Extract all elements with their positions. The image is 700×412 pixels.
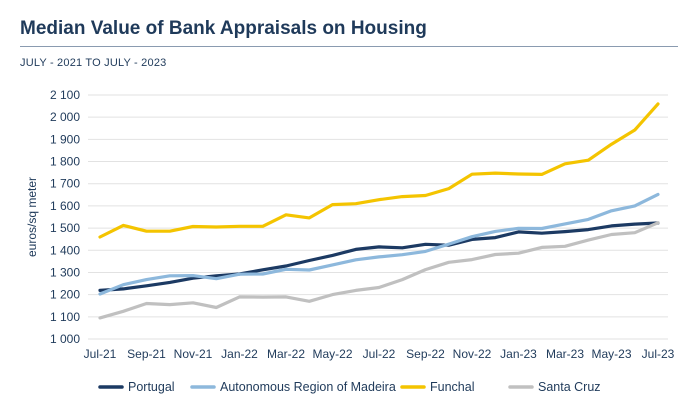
title-divider [20,46,678,47]
y-axis-label: euros/sq meter [25,177,39,257]
y-tick-label: 2 000 [50,110,80,124]
x-tick-label: Jul-21 [84,347,117,361]
series-line-portugal [98,221,660,292]
y-tick-label: 1 900 [50,132,80,146]
chart-subtitle: JULY - 2021 TO JULY - 2023 [20,57,167,69]
x-axis-ticks: Jul-21 Sep-21 Nov-21 Jan-22 Mar-22 May-22 Jul-… [84,347,675,361]
gridlines [88,94,668,340]
x-tick-label: Mar-23 [546,347,584,361]
x-tick-label: May-23 [591,347,631,361]
series-lines [98,102,660,320]
x-tick-label: Jul-23 [642,347,675,361]
x-tick-label: Sep-21 [127,347,166,361]
y-tick-label: 1 700 [50,177,80,191]
x-tick-label: Nov-22 [453,347,492,361]
x-tick-label: Jan-22 [221,347,258,361]
y-tick-label: 1 800 [50,155,80,169]
chart-title: Median Value of Bank Appraisals on Housi… [20,18,427,39]
x-tick-label: Sep-22 [406,347,445,361]
x-tick-label: Jul-22 [363,347,396,361]
legend: Portugal Autonomous Region of Madeira Func… [98,380,601,394]
legend-label: Santa Cruz [538,380,601,394]
y-tick-label: 1 300 [50,265,80,279]
y-tick-label: 2 100 [50,88,80,102]
y-axis-ticks: 1 000 1 100 1 200 1 300 1 400 1 500 1 600 1 700… [50,88,80,346]
legend-label: Autonomous Region of Madeira [220,380,396,394]
legend-label: Funchal [430,380,474,394]
x-tick-label: Nov-21 [174,347,213,361]
y-tick-label: 1 200 [50,288,80,302]
series-line-santa-cruz [98,221,660,320]
y-tick-label: 1 600 [50,199,80,213]
series-line-funchal [98,102,660,239]
series-line-autonomous-region-of-madeira [98,192,660,296]
x-tick-label: Mar-22 [267,347,305,361]
y-tick-label: 1 400 [50,243,80,257]
y-tick-label: 1 100 [50,310,80,324]
legend-label: Portugal [128,380,175,394]
x-tick-label: May-22 [312,347,352,361]
y-tick-label: 1 500 [50,221,80,235]
x-tick-label: Jan-23 [500,347,537,361]
y-tick-label: 1 000 [50,332,80,346]
